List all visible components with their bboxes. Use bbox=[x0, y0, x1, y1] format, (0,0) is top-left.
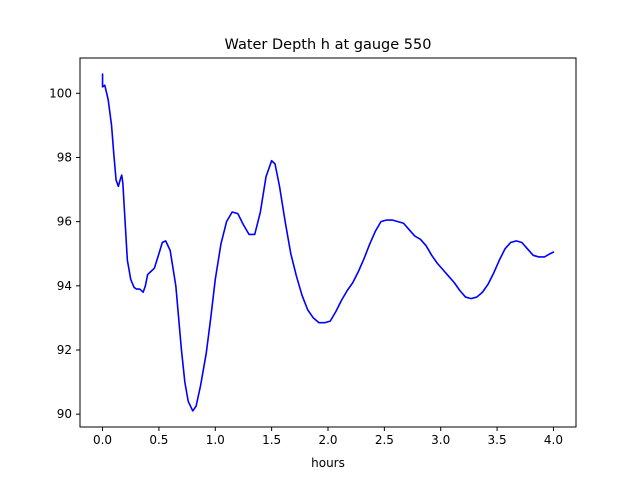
y-tick-label: 90 bbox=[57, 407, 72, 421]
axes: 0.0 0.5 1.0 1.5 2.0 2.5 3.0 3.5 4.0 90 92 94 96 98 100 bbox=[49, 57, 577, 447]
y-tick-label: 96 bbox=[57, 215, 72, 229]
x-tick-label: 3.5 bbox=[488, 433, 507, 447]
y-tick-label: 94 bbox=[57, 279, 72, 293]
x-tick-label: 2.5 bbox=[375, 433, 394, 447]
chart-title: Water Depth h at gauge 550 bbox=[225, 37, 432, 53]
y-tick-label: 100 bbox=[49, 86, 72, 100]
x-tick-label: 1.5 bbox=[262, 433, 281, 447]
plot-area bbox=[101, 73, 555, 412]
series-line-0 bbox=[101, 73, 555, 412]
x-tick-label: 0.5 bbox=[149, 433, 168, 447]
x-tick-label: 0.0 bbox=[93, 433, 112, 447]
x-axis-label: hours bbox=[311, 456, 345, 470]
x-tick-label: 2.0 bbox=[318, 433, 337, 447]
x-tick-label: 4.0 bbox=[544, 433, 563, 447]
x-tick-label: 3.0 bbox=[431, 433, 450, 447]
y-tick-label: 98 bbox=[57, 150, 72, 164]
y-tick-label: 92 bbox=[57, 343, 72, 357]
x-tick-label: 1.0 bbox=[206, 433, 225, 447]
